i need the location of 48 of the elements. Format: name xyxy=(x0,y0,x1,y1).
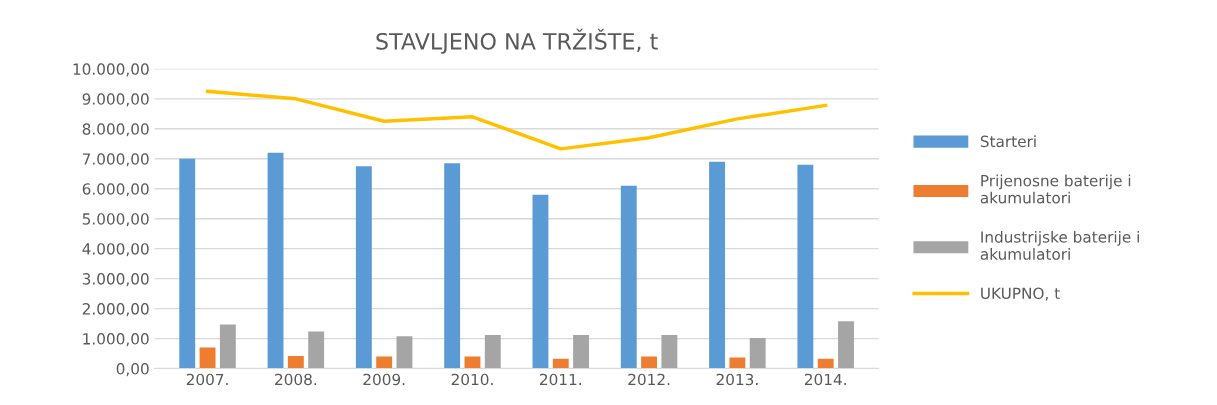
legend-label: Industrijske baterije i akumulatori xyxy=(980,230,1139,260)
y-tick-label: 4.000,00 xyxy=(82,243,149,257)
y-tick-label: 2.000,00 xyxy=(82,303,149,317)
x-tick-label: 2011. xyxy=(540,373,581,386)
x-tick-label: 2013. xyxy=(716,373,758,386)
bar xyxy=(396,336,413,369)
bar xyxy=(308,331,325,369)
y-tick-label: 0,00 xyxy=(116,363,149,377)
x-tick-label: 2009. xyxy=(363,373,405,386)
bar xyxy=(199,347,216,369)
bar xyxy=(267,152,284,369)
bar xyxy=(287,355,304,369)
x-tick-label: 2010. xyxy=(451,373,493,386)
bar xyxy=(376,356,393,369)
bar xyxy=(709,161,726,369)
bar xyxy=(444,163,461,369)
bar xyxy=(355,166,372,369)
y-tick-label: 6.000,00 xyxy=(82,183,149,197)
bar xyxy=(729,357,746,369)
y-tick-label: 5.000,00 xyxy=(82,213,149,227)
y-tick-label: 8.000,00 xyxy=(82,123,149,137)
y-tick-label: 1.000,00 xyxy=(83,333,149,347)
x-tick-label: 2007. xyxy=(186,373,228,386)
bar xyxy=(484,334,501,369)
y-tick-label: 3.000,00 xyxy=(82,273,149,287)
x-tick-label: 2014. xyxy=(804,373,846,386)
bar xyxy=(179,158,196,369)
legend-label: Prijenosne baterije i akumulatori xyxy=(980,174,1131,204)
chart-title: STAVLJENO NA TRŽIŠTE, t xyxy=(376,28,658,54)
bar xyxy=(573,334,590,369)
legend-label: Starteri xyxy=(980,135,1036,148)
bar xyxy=(797,164,814,369)
legend-label: UKUPNO, t xyxy=(981,287,1060,301)
bar xyxy=(661,334,678,369)
bar xyxy=(817,358,834,369)
bar xyxy=(552,358,569,369)
y-tick-label: 7.000,00 xyxy=(82,153,149,167)
bar xyxy=(749,337,766,369)
x-tick-label: 2008. xyxy=(275,373,317,386)
y-tick-label: 9.000,00 xyxy=(82,93,149,107)
x-tick-label: 2012. xyxy=(628,373,670,386)
line-series xyxy=(205,89,828,151)
bar xyxy=(641,356,658,369)
bar xyxy=(620,185,637,369)
y-tick-label: 10.000,00 xyxy=(73,63,149,77)
bar xyxy=(532,194,549,369)
bar xyxy=(219,324,236,369)
bar xyxy=(838,321,854,369)
